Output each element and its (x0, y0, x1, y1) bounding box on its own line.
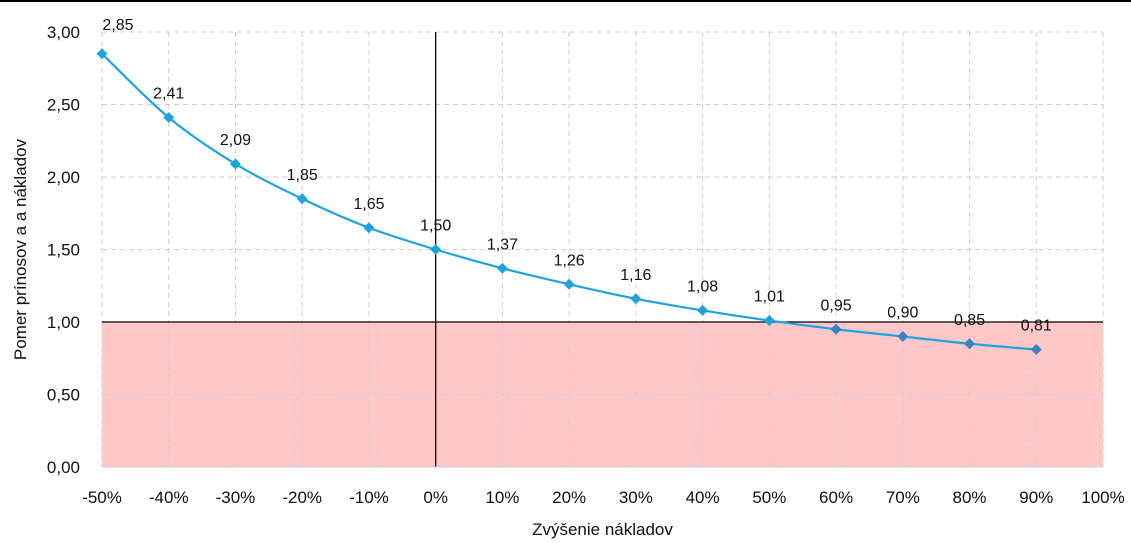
x-tick-label: 90% (1019, 488, 1053, 507)
y-tick-labels: 0,00 0,50 1,00 1,50 2,00 2,50 3,00 (47, 23, 80, 477)
data-label: 2,09 (220, 132, 251, 149)
x-tick-label: 50% (752, 488, 786, 507)
data-label: 0,81 (1021, 318, 1052, 335)
data-label: 1,01 (754, 289, 785, 306)
x-tick-label: -10% (349, 488, 389, 507)
data-label: 1,08 (687, 278, 718, 295)
data-label: 1,37 (487, 236, 518, 253)
x-tick-label: 30% (619, 488, 653, 507)
y-tick-label: 2,50 (47, 96, 80, 115)
x-tick-label: 10% (485, 488, 519, 507)
x-tick-label: 100% (1081, 488, 1124, 507)
x-tick-labels: -50% -40% -30% -20% -10% 0% 10% 20% 30% 40% 50% 60%… (82, 488, 1125, 507)
data-label: 1,65 (353, 196, 384, 213)
data-point-marker (763, 315, 775, 327)
data-point-marker (630, 293, 642, 305)
data-point-marker (1030, 344, 1042, 356)
data-label: 1,85 (287, 167, 318, 184)
y-tick-label: 1,00 (47, 313, 80, 332)
data-label: 1,16 (620, 267, 651, 284)
data-label: 0,95 (820, 297, 851, 314)
data-point-marker (363, 222, 375, 234)
data-point-marker (697, 304, 709, 316)
x-tick-label: 0% (423, 488, 448, 507)
data-point-marker (96, 48, 108, 60)
x-tick-label: 80% (953, 488, 987, 507)
data-label: 0,85 (954, 312, 985, 329)
data-label: 2,85 (102, 17, 133, 34)
data-label: 0,90 (887, 305, 918, 322)
data-point-marker (830, 323, 842, 335)
data-label: 1,26 (554, 252, 585, 269)
grid-lines (101, 31, 1104, 467)
data-point-marker (563, 278, 575, 290)
x-tick-label: -40% (149, 488, 189, 507)
data-point-marker (897, 331, 909, 342)
data-label: 1,50 (420, 218, 451, 235)
x-tick-label: -30% (216, 488, 256, 507)
y-tick-label: 3,00 (47, 23, 80, 42)
y-tick-label: 2,00 (47, 168, 80, 187)
data-label: 2,41 (153, 86, 184, 103)
data-point-marker (163, 112, 175, 124)
x-tick-label: 60% (819, 488, 853, 507)
x-tick-label: 40% (686, 488, 720, 507)
data-point-marker (430, 244, 442, 255)
x-tick-label: -20% (282, 488, 322, 507)
y-axis-title: Pomer prínosov a a nákladov (11, 138, 30, 360)
data-point-marker (229, 158, 241, 170)
data-labels: 2,85 2,41 2,09 1,85 1,65 1,50 1,37 1,26 1,16 1,08… (102, 17, 1052, 335)
x-tick-label: -50% (82, 488, 122, 507)
y-tick-label: 0,00 (47, 458, 80, 477)
x-tick-label: 20% (552, 488, 586, 507)
series-group (96, 48, 1042, 356)
y-tick-label: 1,50 (47, 241, 80, 260)
data-point-marker (496, 262, 508, 274)
y-tick-label: 0,50 (47, 386, 80, 405)
x-axis-title: Zvýšenie nákladov (532, 520, 673, 539)
data-point-marker (964, 338, 976, 350)
x-tick-label: 70% (886, 488, 920, 507)
data-point-marker (296, 193, 308, 205)
